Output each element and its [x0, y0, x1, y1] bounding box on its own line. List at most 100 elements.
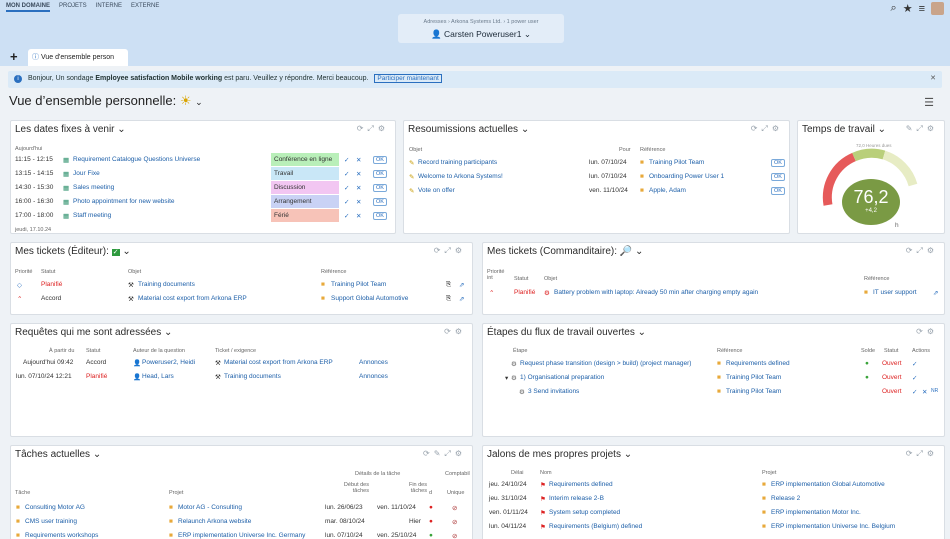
- ticket-object[interactable]: Battery problem with laptop: Already 50 …: [554, 289, 759, 296]
- panel-tools-icon[interactable]: ⟳⤢⚙: [905, 449, 938, 458]
- workflow-row[interactable]: ▾ ⚙ 1) Organisational preparation ■ Training…: [483, 371, 944, 384]
- accept-icon[interactable]: ✓: [344, 157, 350, 164]
- milestone-name[interactable]: Requirements (Belgium) defined: [549, 523, 643, 530]
- decline-icon[interactable]: ✕: [356, 157, 362, 164]
- col-priorite[interactable]: Priorité: [15, 269, 33, 275]
- search-icon[interactable]: ⌕: [890, 2, 897, 14]
- task-row[interactable]: ■ CMS user training ■ Relaunch Arkona websi…: [11, 515, 472, 528]
- task-name[interactable]: Consulting Motor AG: [25, 504, 85, 511]
- panel-tools-icon[interactable]: ✎⤢⚙: [905, 124, 938, 133]
- panel-title[interactable]: Mes tickets (Éditeur): ✓ ⌄: [15, 246, 131, 257]
- task-project[interactable]: Motor AG - Consulting: [178, 504, 242, 511]
- workflow-row[interactable]: ⚙ Request phase transition (design > buil…: [483, 357, 944, 370]
- milestone-project[interactable]: ERP implementation Global Automotive: [771, 481, 885, 488]
- date-name[interactable]: Requirement Catalogue Questions Universe: [73, 156, 201, 163]
- resub-reference[interactable]: Training Pilot Team: [649, 159, 705, 166]
- col-d[interactable]: d: [429, 490, 433, 496]
- open-icon[interactable]: ⇗: [459, 296, 465, 303]
- milestone-row[interactable]: lun. 04/11/24 ⚑ Requirements (Belgium) def…: [483, 520, 944, 533]
- ticket-reference[interactable]: IT user support: [873, 289, 917, 296]
- col-pour[interactable]: Pour: [619, 147, 631, 153]
- col-objet[interactable]: Objet: [544, 276, 558, 282]
- col-priorite-int[interactable]: Priorité int: [487, 269, 505, 281]
- approve-icon[interactable]: ✓: [912, 389, 918, 396]
- col-a-partir-du[interactable]: À partir du: [49, 348, 75, 354]
- ok-button[interactable]: OK: [373, 170, 387, 178]
- ok-button[interactable]: OK: [373, 212, 387, 220]
- milestone-row[interactable]: jeu. 24/10/24 ⚑ Requirements defined ■ ERP i…: [483, 478, 944, 491]
- expand-icon[interactable]: ▾: [505, 375, 509, 382]
- task-row[interactable]: ■ Consulting Motor AG ■ Motor AG - Consulti…: [11, 501, 472, 514]
- panel-title[interactable]: Tâches actuelles ⌄: [15, 449, 102, 460]
- col-reference[interactable]: Référence: [640, 147, 666, 153]
- open-icon[interactable]: ⇗: [933, 290, 939, 297]
- task-project[interactable]: ERP implementation Universe Inc. Germany: [178, 532, 306, 539]
- col-statut[interactable]: Statut: [514, 276, 529, 282]
- open-icon[interactable]: ⇗: [459, 282, 465, 289]
- col-tache[interactable]: Tâche: [15, 490, 31, 496]
- panel-title[interactable]: Temps de travail ⌄: [802, 124, 886, 135]
- request-author[interactable]: Poweruser2, Heidi: [142, 359, 196, 366]
- col-objet[interactable]: Objet: [409, 147, 423, 153]
- resub-row[interactable]: ✎ Welcome to Arkona Systems! lun. 07/10/24…: [404, 170, 789, 183]
- task-name[interactable]: CMS user training: [25, 518, 78, 525]
- ticket-object[interactable]: Training documents: [138, 281, 195, 288]
- date-row[interactable]: 13:15 - 14:15 ▦ Jour Fixe Travail ✓ ✕ OK: [11, 167, 395, 180]
- panel-title[interactable]: Étapes du flux de travail ouvertes ⌄: [487, 327, 647, 338]
- context-user[interactable]: 👤 Carsten Poweruser1 ⌄: [431, 29, 531, 39]
- milestone-project[interactable]: ERP implementation Universe Inc. Belgium: [771, 523, 896, 530]
- col-etape[interactable]: Étape: [513, 348, 528, 354]
- resub-object[interactable]: Record training participants: [418, 159, 498, 166]
- ticket-row[interactable]: ⌃ Accord ⚒ Material cost export from Arkona…: [11, 292, 472, 305]
- avatar[interactable]: [931, 2, 944, 15]
- ok-button[interactable]: OK: [771, 159, 785, 167]
- star-icon[interactable]: ★: [902, 3, 913, 15]
- milestone-name[interactable]: Interim release 2-B: [549, 495, 604, 502]
- col-statut[interactable]: Statut: [884, 348, 899, 354]
- decline-icon[interactable]: ✕: [356, 185, 362, 192]
- accept-icon[interactable]: ✓: [344, 213, 350, 220]
- resub-object[interactable]: Welcome to Arkona Systems!: [418, 173, 503, 180]
- decline-icon[interactable]: ✕: [356, 171, 362, 178]
- request-link[interactable]: Annonces: [359, 373, 388, 380]
- date-row[interactable]: 17:00 - 18:00 ▦ Staff meeting Férié ✓ ✕ OK: [11, 209, 395, 222]
- ticket-row[interactable]: ⌃ Planifié ⚙ Battery problem with laptop: A…: [483, 286, 944, 299]
- request-ticket[interactable]: Material cost export from Arkona ERP: [224, 359, 333, 366]
- decline-icon[interactable]: ✕: [356, 199, 362, 206]
- col-reference[interactable]: Référence: [864, 276, 890, 282]
- date-row[interactable]: 11:15 - 12:15 ▦ Requirement Catalogue Ques…: [11, 153, 395, 166]
- chevron-down-icon[interactable]: ⌄: [195, 97, 203, 107]
- col-auteur[interactable]: Auteur de la question: [133, 348, 185, 354]
- milestone-project[interactable]: Release 2: [771, 495, 801, 502]
- col-debut[interactable]: Début des tâches: [343, 482, 369, 494]
- tab-overview[interactable]: ⓘ Vue d'ensemble person: [28, 49, 128, 66]
- col-unique[interactable]: Unique: [447, 490, 465, 496]
- ticket-reference[interactable]: Training Pilot Team: [331, 281, 387, 288]
- panel-tools-icon[interactable]: ⟳✎⤢⚙: [423, 449, 466, 458]
- accept-icon[interactable]: ✓: [344, 199, 350, 206]
- date-name[interactable]: Sales meeting: [73, 184, 115, 191]
- panel-tools-icon[interactable]: ⟳⤢⚙: [905, 246, 938, 255]
- milestone-row[interactable]: ven. 01/11/24 ⚑ System setup completed ■ ERP…: [483, 506, 944, 519]
- resub-row[interactable]: ✎ Vote on offer ven. 11/10/24 ■ Apple, Adam O…: [404, 184, 789, 197]
- context-selector[interactable]: Adresses › Arkona Systems Ltd. › 1 power…: [398, 14, 564, 43]
- date-name[interactable]: Jour Fixe: [73, 170, 100, 177]
- panel-title[interactable]: Les dates fixes à venir ⌄: [15, 124, 126, 135]
- col-projet[interactable]: Projet: [762, 470, 777, 476]
- milestone-name[interactable]: Requirements defined: [549, 481, 613, 488]
- nav-mon-domaine[interactable]: MON DOMAINE: [6, 3, 50, 12]
- ok-button[interactable]: OK: [771, 173, 785, 181]
- panel-tools-icon[interactable]: ⟳⤢⚙: [356, 124, 389, 133]
- decline-icon[interactable]: ✕: [356, 213, 362, 220]
- nr-icon[interactable]: NR: [931, 388, 939, 394]
- panel-title[interactable]: Requêtes qui me sont adressées ⌄: [15, 327, 173, 338]
- request-row[interactable]: lun. 07/10/24 12:21 Planifié 👤 Head, Lars ⚒ T…: [11, 370, 472, 383]
- menu-icon[interactable]: ≡: [918, 2, 925, 15]
- ticket-reference[interactable]: Support Global Automotive: [331, 295, 409, 302]
- panel-tools-icon[interactable]: ⟳⚙: [916, 327, 938, 336]
- date-name[interactable]: Photo appointment for new website: [73, 198, 175, 205]
- resub-object[interactable]: Vote on offer: [418, 187, 455, 194]
- workflow-reference[interactable]: Training Pilot Team: [726, 388, 782, 395]
- panel-title[interactable]: Resoumissions actuelles ⌄: [408, 124, 530, 135]
- col-projet[interactable]: Projet: [169, 490, 184, 496]
